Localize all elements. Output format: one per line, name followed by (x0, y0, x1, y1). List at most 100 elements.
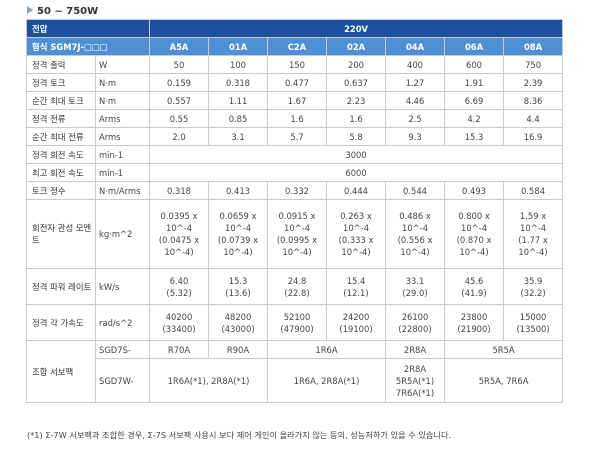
cell-value: 5R5A (444, 340, 564, 359)
cell-value: 0.477 (267, 73, 328, 92)
cell-line: (43000) (221, 323, 255, 334)
cell-value: 2.0 (149, 127, 210, 146)
row-unit: SGD7S- (94, 340, 151, 359)
cell-line: 0.0395 x (160, 211, 198, 221)
cell-line: (1.77 x (518, 235, 548, 245)
cell-value: 16.9 (503, 127, 564, 146)
cell-value: 15.3 (13.6) (208, 268, 269, 305)
cell-line: (0.556 x (397, 235, 433, 245)
cell-value: 15.3 (444, 127, 505, 146)
cell-value: 0.544 (385, 181, 446, 200)
triangle-bullet-icon (27, 6, 33, 14)
cell-line: 45.6 (464, 275, 484, 286)
cell-value: 0.413 (208, 181, 269, 200)
cell-value: R90A (208, 340, 269, 359)
cell-value: 26100 (22800) (385, 304, 446, 341)
cell-line: 24200 (342, 311, 370, 322)
cell-value: 24200 (19100) (326, 304, 387, 341)
model-header: 01A (208, 37, 269, 56)
table-row: 토크 정수 N·m/Arms 0.318 0.413 0.332 0.444 0.544… (26, 181, 564, 200)
cell-value: 1.91 (444, 73, 505, 92)
model-header: A5A (149, 37, 210, 56)
cell-value: 2.23 (326, 91, 387, 110)
cell-line: 23800 (460, 311, 488, 322)
cell-line: (0.870 x (456, 235, 492, 245)
cell-value: 5R5A, 7R6A (444, 358, 564, 403)
row-label: 정격 파워 레이트 (26, 268, 96, 305)
table-row: 정격 출력 W 50 100 150 200 400 600 750 (26, 55, 564, 74)
cell-line: 10^-4) (223, 247, 253, 257)
cell-value: 6000 (149, 163, 564, 182)
row-label: 토크 정수 (26, 181, 96, 200)
cell-value: 6.40 (5.32) (149, 268, 210, 305)
cell-line: 0.486 x (399, 211, 431, 221)
cell-line: 10^-4 (284, 223, 311, 233)
cell-value: 0.318 (208, 73, 269, 92)
cell-line: (0.0475 x (158, 235, 200, 245)
cell-value: 1R6A (267, 340, 387, 359)
row-label: 최고 회전 속도 (26, 163, 96, 182)
cell-value: 0.584 (503, 181, 564, 200)
cell-value: 1.11 (208, 91, 269, 110)
cell-value: 52100 (47900) (267, 304, 328, 341)
cell-line: 10^-4) (164, 247, 194, 257)
cell-value: 600 (444, 55, 505, 74)
cell-line: (32.2) (520, 287, 546, 298)
cell-value: 40200 (33400) (149, 304, 210, 341)
row-unit: N·m (94, 73, 151, 92)
cell-line: 15.3 (228, 275, 248, 286)
model-header: 02A (326, 37, 387, 56)
cell-value: 1.67 (267, 91, 328, 110)
cell-value: 2R8A (385, 340, 446, 359)
model-label: 형식 SGM7J-□□□ (25, 37, 151, 56)
table-row: 조합 서보팩 SGD7S- R70A R90A 1R6A 2R8A 5R5A (26, 340, 564, 403)
cell-value: 1R6A(*1), 2R8A(*1) (149, 358, 269, 403)
cell-line: 10^-4) (400, 247, 430, 257)
cell-line: 15.4 (346, 275, 366, 286)
cell-value: 0.263 x 10^-4 (0.333 x 10^-4) (326, 199, 387, 269)
cell-value: 9.3 (385, 127, 446, 146)
table-row: 최고 회전 속도 min-1 6000 (26, 163, 564, 182)
row-unit: N·m (94, 91, 151, 110)
model-header: 08A (503, 37, 564, 56)
cell-value: 35.9 (32.2) (503, 268, 564, 305)
spec-table: 전압 220V 형식 SGM7J-□□□ A5A 01A C2A 02A 04A… (25, 19, 564, 403)
cell-value: 1.6 (326, 109, 387, 128)
cell-value: 0.85 (208, 109, 269, 128)
cell-value: 0.557 (149, 91, 210, 110)
cell-value: 5.8 (326, 127, 387, 146)
cell-value: 3000 (149, 145, 564, 164)
cell-line: (0.0739 x (217, 235, 259, 245)
cell-value: 0.637 (326, 73, 387, 92)
cell-line: 5R5A(*1) (395, 375, 435, 386)
cell-line: 10^-4 (343, 223, 370, 233)
cell-value: 0.55 (149, 109, 210, 128)
cell-value: 0.0659 x 10^-4 (0.0739 x 10^-4) (208, 199, 269, 269)
cell-line: 0.263 x (340, 211, 372, 221)
cell-value: 0.493 (444, 181, 505, 200)
cell-line: 2R8A (403, 363, 427, 374)
cell-value: 23800 (21900) (444, 304, 505, 341)
cell-value: 15000 (13500) (503, 304, 564, 341)
cell-value: 2R8A 5R5A(*1) 7R6A(*1) (385, 358, 446, 403)
cell-line: (13.6) (225, 287, 251, 298)
cell-line: (5.32) (166, 287, 192, 298)
cell-value: 0.0915 x 10^-4 (0.0995 x 10^-4) (267, 199, 328, 269)
model-header: C2A (267, 37, 328, 56)
row-unit: W (94, 55, 151, 74)
model-header: 04A (385, 37, 446, 56)
cell-line: 7R6A(*1) (395, 387, 435, 398)
cell-line: (12.1) (343, 287, 369, 298)
cell-value: 4.4 (503, 109, 564, 128)
cell-line: 24.8 (287, 275, 307, 286)
cell-line: 15000 (519, 311, 547, 322)
section-heading: 50 ~ 750W (27, 6, 98, 17)
cell-line: 52100 (283, 311, 311, 322)
cell-line: (41.9) (461, 287, 487, 298)
cell-value: 1.59 x 10^-4 (1.77 x 10^-4) (503, 199, 564, 269)
row-label: 조합 서보팩 (26, 340, 96, 403)
table-row: SGD7W- 1R6A(*1), 2R8A(*1) 1R6A, 2R8A(*1)… (27, 358, 564, 403)
cell-value: 48200 (43000) (208, 304, 269, 341)
row-unit: Arms (94, 127, 151, 146)
table-row: 순간 최대 토크 N·m 0.557 1.11 1.67 2.23 4.46 6.69 8.36 (26, 91, 564, 110)
